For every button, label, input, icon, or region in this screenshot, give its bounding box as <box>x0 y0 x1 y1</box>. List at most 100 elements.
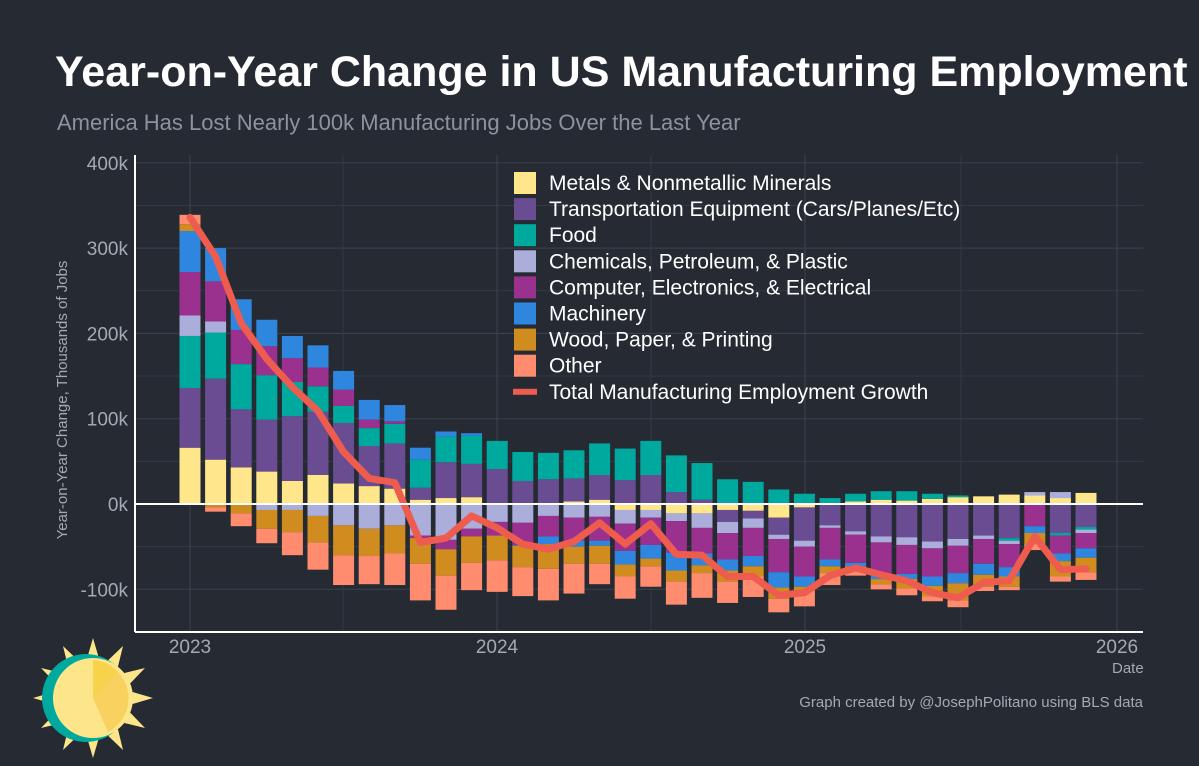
bar-segment <box>205 507 227 512</box>
bar-segment <box>768 504 790 518</box>
sun-ray <box>107 646 123 667</box>
legend-item-label: Other <box>549 355 602 378</box>
bar-segment <box>409 459 431 488</box>
y-tick-label: 200k <box>87 324 129 345</box>
bar-segment <box>333 370 355 390</box>
bar-segment <box>409 563 431 601</box>
bar-segment <box>973 586 995 592</box>
bar-segment <box>256 471 278 504</box>
bar-segment <box>333 525 355 556</box>
bar-segment <box>256 528 278 544</box>
bar-segment <box>589 499 611 504</box>
bar-segment <box>742 518 764 528</box>
bar-segment <box>589 545 611 564</box>
bar-segment <box>973 563 995 575</box>
bar-segment <box>870 584 892 590</box>
bar-segment <box>486 560 508 592</box>
bar-segment <box>537 515 559 537</box>
bar-segment <box>333 405 355 423</box>
bar-segment <box>1075 548 1097 558</box>
bar-segment <box>435 549 457 576</box>
bar-segment <box>358 486 380 504</box>
bar-segment <box>1075 572 1097 580</box>
bar-segment <box>461 536 483 563</box>
bar-segment <box>1075 529 1097 534</box>
bar-segment <box>640 544 662 559</box>
bar-segment <box>281 358 303 383</box>
bar-segment <box>921 541 943 549</box>
bar-segment <box>589 504 611 517</box>
bar-segment <box>358 399 380 420</box>
bar-segment <box>845 493 867 502</box>
bar-segment <box>793 507 815 541</box>
bar-segment <box>563 563 585 594</box>
bar-segment <box>845 534 867 563</box>
bar-segment <box>563 546 585 564</box>
bar-segment <box>384 525 406 554</box>
sun-ray <box>87 737 99 758</box>
bar-segment <box>179 447 201 504</box>
bar-segment <box>1049 533 1071 536</box>
bar-segment <box>973 538 995 564</box>
sun-ray <box>87 638 99 659</box>
bar-segment <box>486 535 508 561</box>
bar-segment <box>896 588 918 596</box>
bar-segment <box>358 504 380 529</box>
bar-segment <box>537 452 559 480</box>
bar-segment <box>640 440 662 475</box>
bar-segment <box>998 494 1020 504</box>
bar-segment <box>256 509 278 529</box>
bar-segment <box>205 332 227 379</box>
bar-segment <box>793 493 815 504</box>
bar-segment <box>230 467 252 504</box>
bar-segment <box>512 480 534 504</box>
bar-segment <box>563 450 585 479</box>
bar-segment <box>333 389 355 406</box>
bar-segment <box>665 504 687 514</box>
bar-segment <box>384 504 406 526</box>
bar-segment <box>998 586 1020 591</box>
bar-segment <box>358 419 380 429</box>
bar-segment <box>819 566 841 574</box>
bar-segment <box>870 536 892 543</box>
bar-segment <box>870 542 892 576</box>
bar-segment <box>307 474 329 504</box>
bar-segment <box>256 375 278 420</box>
bar-segment <box>563 504 585 518</box>
legend-item-label: Machinery <box>549 303 646 326</box>
y-tick-label: 0k <box>108 495 129 516</box>
bar-segment <box>614 504 636 510</box>
bar-segment <box>717 533 739 560</box>
bar-segment <box>998 544 1020 568</box>
bar-segment <box>691 499 713 504</box>
bar-segment <box>973 496 995 504</box>
bar-segment <box>691 565 713 574</box>
bar-segment <box>1075 492 1097 504</box>
bar-segment <box>589 474 611 500</box>
bar-segment <box>640 509 662 518</box>
bar-segment <box>512 504 534 523</box>
bar-segment <box>1049 498 1071 504</box>
x-tick-label: 2025 <box>784 637 826 658</box>
y-tick-label: 400k <box>87 154 129 175</box>
bar-segment <box>921 548 943 577</box>
bar-segment <box>1049 492 1071 499</box>
bar-segment <box>281 504 303 510</box>
axes: -100k 0k 100k 200k 300k 400k 2023 2024 2025 2026 <box>80 154 1143 658</box>
bar-segment <box>1049 535 1071 554</box>
bar-segment <box>333 555 355 586</box>
bar-segment <box>998 540 1020 545</box>
bar-segment <box>614 448 636 481</box>
bar-segment <box>665 513 687 522</box>
bar-segment <box>845 571 867 576</box>
bar-segment <box>947 504 969 539</box>
bar-segment <box>1075 533 1097 549</box>
bar-segment <box>819 525 841 528</box>
bar-segment <box>742 566 764 577</box>
bar-segment <box>947 538 969 546</box>
bar-segment <box>768 598 790 613</box>
bar-segment <box>230 409 252 468</box>
bar-segment <box>896 504 918 538</box>
